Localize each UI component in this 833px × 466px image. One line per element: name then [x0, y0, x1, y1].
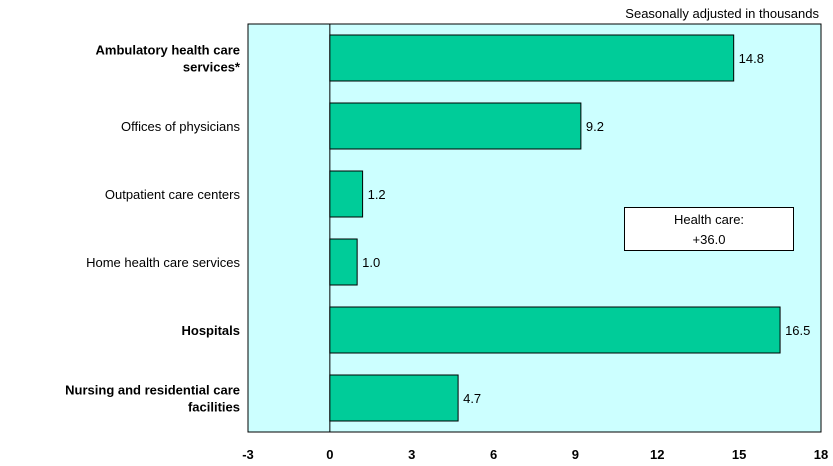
x-tick-label: 0: [326, 447, 333, 462]
category-label-line: Hospitals: [181, 323, 240, 338]
x-tick-label: 6: [490, 447, 497, 462]
category-label-line: Ambulatory health care: [96, 43, 241, 58]
bar: [329, 34, 735, 82]
bar: [329, 238, 358, 286]
chart-subtitle: Seasonally adjusted in thousands: [625, 6, 819, 21]
x-tick-label: 15: [732, 447, 746, 462]
category-label-line: Offices of physicians: [121, 119, 240, 134]
category-label-line: Nursing and residential care: [65, 383, 240, 398]
category-label: Offices of physicians: [121, 119, 240, 134]
value-labels-group: 14.8 9.2 1.2 1.0 16.5 4.7: [362, 51, 810, 406]
bar: [329, 102, 582, 150]
bars-group: [329, 34, 781, 422]
category-label: Hospitals: [181, 323, 240, 338]
category-label: Ambulatory health care services*: [96, 43, 241, 75]
x-tick-labels-group: -3 0 3 6 9 12 15 18: [242, 447, 828, 462]
x-tick-label: 9: [572, 447, 579, 462]
annotation-line-2: +36.0: [692, 232, 726, 247]
category-label-line: facilities: [188, 400, 240, 415]
category-labels-group: Ambulatory health care services* Offices o…: [65, 43, 241, 415]
category-label-line: Home health care services: [86, 255, 240, 270]
bar-value-label: 16.5: [785, 323, 810, 338]
category-label-line: services*: [183, 60, 241, 75]
x-tick-label: 12: [650, 447, 664, 462]
bar-value-label: 9.2: [586, 119, 604, 134]
bar-value-label: 14.8: [739, 51, 764, 66]
health-care-total-annotation: Health care: +36.0: [624, 207, 794, 251]
category-label: Nursing and residential care facilities: [65, 383, 240, 415]
bar-value-label: 1.2: [368, 187, 386, 202]
category-label: Outpatient care centers: [105, 187, 241, 202]
annotation-line-1: Health care:: [673, 212, 745, 227]
x-tick-label: 3: [408, 447, 415, 462]
bar-value-label: 1.0: [362, 255, 380, 270]
x-tick-label: -3: [242, 447, 254, 462]
category-label-line: Outpatient care centers: [105, 187, 241, 202]
bar: [329, 170, 364, 218]
bar: [329, 374, 459, 422]
category-label: Home health care services: [86, 255, 240, 270]
bar-value-label: 4.7: [463, 391, 481, 406]
bar: [329, 306, 781, 354]
x-tick-label: 18: [814, 447, 828, 462]
